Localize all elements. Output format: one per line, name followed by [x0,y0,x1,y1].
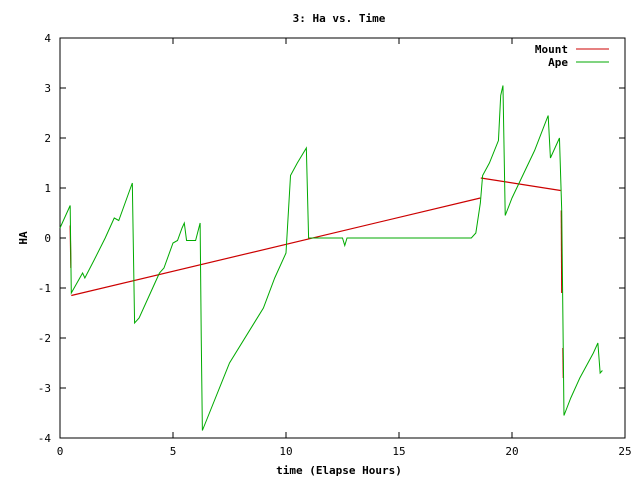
y-tick-label: 1 [44,182,51,195]
axis-tick-labels: 0 5 10 15 20 25 -4 -3 -2 -1 0 1 2 3 4 [38,32,632,458]
y-tick-label: -3 [38,382,51,395]
x-tick-label: 20 [505,445,518,458]
series-mount-segment [71,197,481,297]
series-group [59,85,603,431]
x-tick-label: 10 [279,445,292,458]
legend-label-mount: Mount [535,43,568,56]
x-tick-label: 25 [618,445,631,458]
x-tick-label: 15 [392,445,405,458]
y-tick-label: -2 [38,332,51,345]
axis-ticks [59,37,626,439]
y-tick-label: -1 [38,282,51,295]
chart-title: 3: Ha vs. Time [293,12,386,25]
y-axis-label: HA [17,231,30,245]
y-tick-label: -4 [38,432,52,445]
series-mount-segment [480,177,561,192]
y-tick-label: 0 [44,232,51,245]
y-tick-label: 2 [44,132,51,145]
series-line-ape [59,85,603,431]
y-tick-label: 3 [44,82,51,95]
x-tick-label: 0 [57,445,64,458]
x-axis-label: time (Elapse Hours) [276,464,402,477]
legend-label-ape: Ape [548,56,568,69]
x-tick-label: 5 [170,445,177,458]
y-tick-label: 4 [44,32,51,45]
